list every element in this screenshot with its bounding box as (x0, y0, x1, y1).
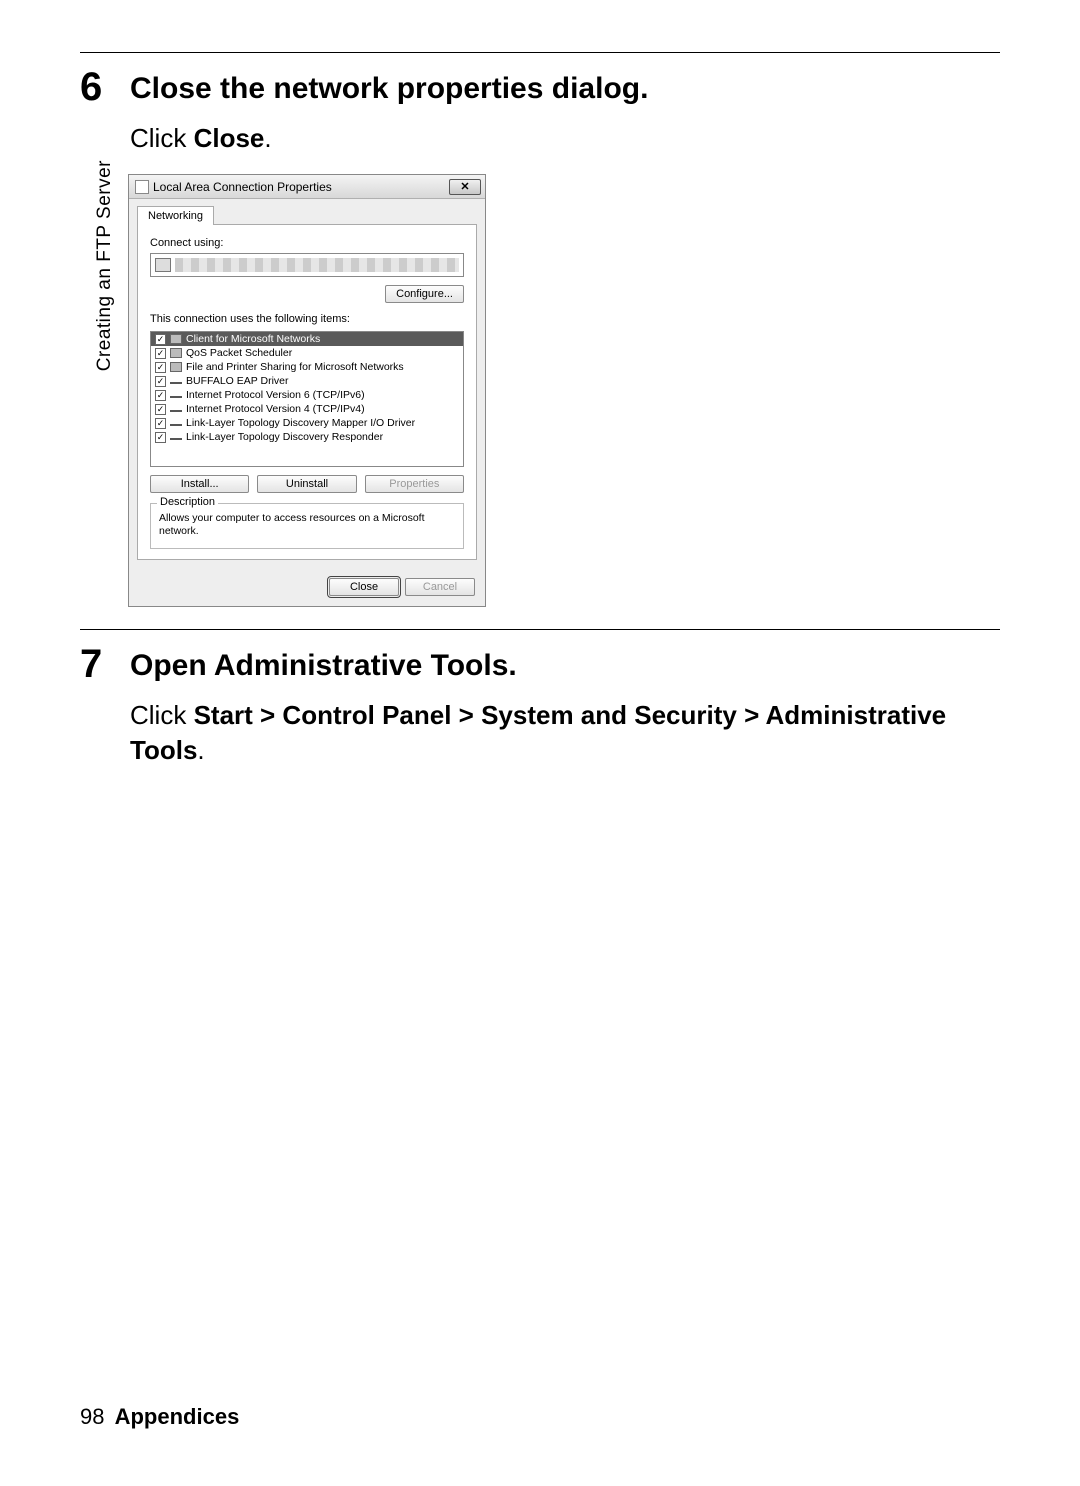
list-item-label: Link-Layer Topology Discovery Responder (186, 431, 383, 443)
description-group: Description Allows your computer to acce… (150, 503, 464, 549)
list-item-label: Internet Protocol Version 6 (TCP/IPv6) (186, 389, 365, 401)
protocol-icon (170, 382, 182, 384)
close-button[interactable]: Close (329, 578, 399, 596)
protocol-icon (170, 438, 182, 440)
tab-panel: Connect using: Configure... This connect… (137, 224, 477, 560)
cancel-button[interactable]: Cancel (405, 578, 475, 596)
protocol-icon (170, 396, 182, 398)
checkbox-icon[interactable] (155, 376, 166, 387)
network-properties-dialog: Local Area Connection Properties ✕ Netwo… (128, 174, 486, 607)
step-sub-suffix: . (197, 735, 204, 765)
tab-networking[interactable]: Networking (137, 206, 214, 225)
list-item-label: Link-Layer Topology Discovery Mapper I/O… (186, 417, 415, 429)
list-item[interactable]: File and Printer Sharing for Microsoft N… (151, 360, 463, 374)
service-icon (170, 334, 182, 344)
list-item[interactable]: BUFFALO EAP Driver (151, 374, 463, 388)
step-subtitle: Click Start > Control Panel > System and… (130, 698, 1000, 768)
dialog-title: Local Area Connection Properties (153, 180, 449, 194)
adapter-name-redacted (175, 258, 459, 272)
page-footer: 98 Appendices (80, 1404, 239, 1430)
list-item[interactable]: Internet Protocol Version 6 (TCP/IPv6) (151, 388, 463, 402)
step-number: 6 (80, 67, 130, 107)
checkbox-icon[interactable] (155, 362, 166, 373)
adapter-field (150, 253, 464, 277)
list-item-label: Internet Protocol Version 4 (TCP/IPv4) (186, 403, 365, 415)
checkbox-icon[interactable] (155, 334, 166, 345)
step-6: 6 Close the network properties dialog. C… (80, 53, 1000, 156)
dialog-footer: Close Cancel (129, 568, 485, 606)
install-button[interactable]: Install... (150, 475, 249, 493)
list-item-label: QoS Packet Scheduler (186, 347, 292, 359)
description-label: Description (157, 496, 218, 508)
list-item[interactable]: QoS Packet Scheduler (151, 346, 463, 360)
list-item[interactable]: Internet Protocol Version 4 (TCP/IPv4) (151, 402, 463, 416)
dialog-title-icon (135, 180, 149, 194)
checkbox-icon[interactable] (155, 432, 166, 443)
description-text: Allows your computer to access resources… (159, 512, 455, 538)
step-number: 7 (80, 644, 130, 684)
step-7: 7 Open Administrative Tools. Click Start… (80, 630, 1000, 768)
properties-button[interactable]: Properties (365, 475, 464, 493)
connection-items-list[interactable]: Client for Microsoft Networks QoS Packet … (150, 331, 464, 467)
step-sub-suffix: . (264, 123, 271, 153)
checkbox-icon[interactable] (155, 348, 166, 359)
step-sub-prefix: Click (130, 123, 194, 153)
list-item-label: BUFFALO EAP Driver (186, 375, 289, 387)
step-sub-prefix: Click (130, 700, 194, 730)
list-item[interactable]: Link-Layer Topology Discovery Responder (151, 430, 463, 444)
configure-button[interactable]: Configure... (385, 285, 464, 303)
close-icon[interactable]: ✕ (449, 179, 481, 195)
checkbox-icon[interactable] (155, 418, 166, 429)
service-icon (170, 362, 182, 372)
list-item[interactable]: Link-Layer Topology Discovery Mapper I/O… (151, 416, 463, 430)
connect-using-label: Connect using: (150, 237, 464, 249)
items-label: This connection uses the following items… (150, 313, 464, 325)
page-number: 98 (80, 1404, 104, 1429)
protocol-icon (170, 424, 182, 426)
section-name: Appendices (115, 1404, 240, 1429)
step-subtitle: Click Close. (130, 121, 1000, 156)
step-title: Close the network properties dialog. (130, 71, 1000, 107)
step-title: Open Administrative Tools. (130, 648, 1000, 684)
list-item-label: Client for Microsoft Networks (186, 333, 320, 345)
list-item[interactable]: Client for Microsoft Networks (151, 332, 463, 346)
list-item-label: File and Printer Sharing for Microsoft N… (186, 361, 404, 373)
step-sub-bold: Start > Control Panel > System and Secur… (130, 700, 946, 765)
checkbox-icon[interactable] (155, 390, 166, 401)
step-sub-bold: Close (194, 123, 265, 153)
nic-icon (155, 258, 171, 272)
dialog-titlebar: Local Area Connection Properties ✕ (129, 175, 485, 199)
protocol-icon (170, 410, 182, 412)
checkbox-icon[interactable] (155, 404, 166, 415)
uninstall-button[interactable]: Uninstall (257, 475, 356, 493)
service-icon (170, 348, 182, 358)
